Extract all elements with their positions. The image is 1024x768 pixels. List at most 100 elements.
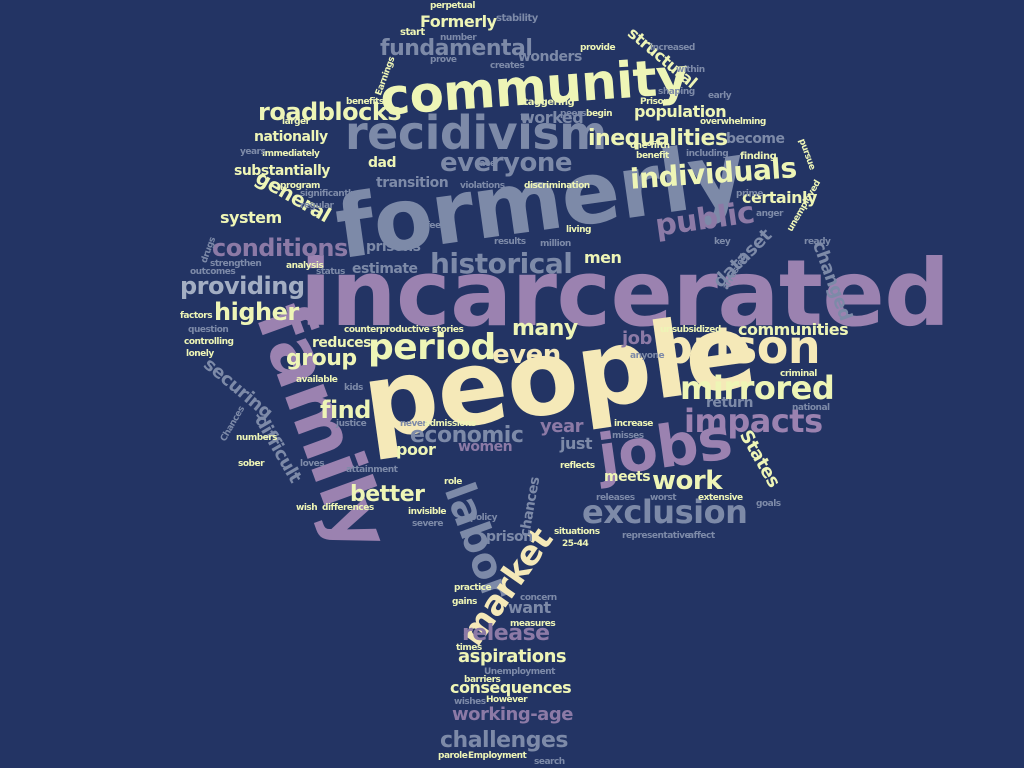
word-face: face bbox=[476, 159, 496, 169]
word-provide: provide bbox=[580, 43, 616, 53]
word-role: role bbox=[444, 477, 462, 487]
word-25-44: 25-44 bbox=[562, 539, 589, 549]
word-discrimination: discrimination bbox=[524, 181, 590, 191]
word-population: population bbox=[634, 102, 727, 121]
word-women: women bbox=[458, 439, 513, 455]
word-anger: anger bbox=[756, 209, 783, 219]
word-certainly: certainly bbox=[742, 188, 817, 207]
word-group: group bbox=[286, 346, 357, 371]
word-violations: violations bbox=[460, 181, 505, 191]
word-differences: differences bbox=[322, 503, 374, 513]
word-immediately: immediately bbox=[262, 149, 320, 159]
word-Prison: Prison bbox=[640, 97, 670, 107]
word-perpetual: perpetual bbox=[430, 1, 475, 11]
word-search: search bbox=[534, 757, 565, 767]
word-start: start bbox=[400, 27, 425, 38]
word-transition: transition bbox=[376, 175, 449, 191]
word-parole: parole bbox=[438, 751, 468, 761]
word-Unemployment: Unemployment bbox=[484, 667, 555, 677]
word-finding: finding bbox=[740, 151, 777, 162]
word-begin: begin bbox=[586, 109, 612, 119]
word-exclusion: exclusion bbox=[582, 493, 748, 531]
word-results: results bbox=[494, 237, 526, 247]
word-counterproductive: counterproductive bbox=[344, 325, 430, 335]
word-number: number bbox=[440, 33, 477, 43]
word-overwhelming: overwhelming bbox=[700, 117, 766, 127]
word-representative: representative bbox=[622, 531, 691, 541]
word-status: status bbox=[316, 267, 345, 277]
word-available: available bbox=[296, 375, 338, 385]
word-wish: wish bbox=[296, 503, 318, 513]
word-factors: factors bbox=[180, 311, 213, 321]
word-higher: higher bbox=[214, 298, 299, 326]
word-historical: historical bbox=[430, 247, 573, 280]
word-prisons: prisons bbox=[366, 239, 421, 255]
word-reflects: reflects bbox=[560, 461, 595, 471]
word-increase: increase bbox=[614, 419, 653, 429]
word-prison-small: prison bbox=[486, 529, 533, 545]
word-substantially: substantially bbox=[234, 163, 330, 179]
word-mirrored: mirrored bbox=[680, 369, 835, 407]
word-benefits: benefits bbox=[346, 97, 384, 107]
word-situations: situations bbox=[554, 527, 600, 537]
word-loves: loves bbox=[300, 459, 325, 469]
word-releases: releases bbox=[596, 493, 635, 503]
word-numbers: numbers bbox=[236, 433, 278, 443]
word-key: key bbox=[714, 237, 731, 247]
word-just: just bbox=[560, 434, 593, 453]
word-release: release bbox=[462, 621, 550, 646]
word-incarcerated: incarcerated bbox=[300, 240, 950, 347]
word-kids: kids bbox=[344, 383, 363, 393]
word-million: million bbox=[540, 239, 571, 249]
word-benefit: benefit bbox=[636, 151, 669, 161]
word-communities: communities bbox=[738, 320, 849, 339]
word-within: within bbox=[676, 65, 705, 75]
word-strengthen: strengthen bbox=[210, 259, 262, 269]
word-misses: misses bbox=[612, 431, 644, 441]
word-staggering: staggering bbox=[518, 97, 575, 108]
word-nationally: nationally bbox=[254, 129, 328, 145]
word-feels: feels bbox=[426, 221, 449, 231]
word-many: many bbox=[512, 316, 578, 341]
word-national: national bbox=[792, 403, 830, 413]
word-one-fifth: one-fifth bbox=[630, 141, 670, 151]
word-dad: dad bbox=[368, 155, 397, 171]
word-larger: larger bbox=[282, 117, 310, 127]
word-prove: prove bbox=[430, 55, 457, 65]
word-system: system bbox=[220, 208, 282, 227]
word-significantly: significantly bbox=[300, 189, 356, 199]
word-sober: sober bbox=[238, 459, 265, 469]
word-reduces: reduces bbox=[312, 335, 372, 351]
word-ready: ready bbox=[804, 237, 831, 247]
word-worst: worst bbox=[650, 493, 677, 503]
word-increased: increased bbox=[650, 43, 695, 53]
word-worked: worked bbox=[520, 108, 584, 127]
word-creates: creates bbox=[490, 61, 525, 71]
word-affect: affect bbox=[688, 531, 715, 541]
word-conditions: conditions bbox=[212, 234, 348, 262]
word-measures: measures bbox=[510, 619, 556, 629]
word-Formerly-small: Formerly bbox=[420, 12, 497, 31]
word-stability: stability bbox=[496, 13, 538, 24]
word-impacts: impacts bbox=[684, 402, 823, 440]
word-outcomes: outcomes bbox=[190, 267, 236, 277]
word-work: work bbox=[652, 466, 723, 496]
word-find: find bbox=[320, 396, 371, 424]
word-working-age: working-age bbox=[452, 704, 573, 725]
word-unsubsidized: unsubsidized bbox=[660, 325, 721, 335]
word-never: never bbox=[400, 419, 427, 429]
word-job: job bbox=[622, 328, 652, 349]
word-providing: providing bbox=[180, 272, 305, 300]
word-program: program bbox=[280, 181, 320, 191]
word-become: become bbox=[726, 131, 785, 147]
word-return: return bbox=[706, 395, 753, 411]
word-practice: practice bbox=[454, 583, 492, 593]
word-analysis: analysis bbox=[286, 261, 324, 271]
word-lonely: lonely bbox=[186, 349, 214, 359]
word-peers: peers bbox=[560, 109, 586, 119]
word-period: period bbox=[368, 327, 496, 368]
word-extensive: extensive bbox=[698, 493, 743, 503]
word-estimate: estimate bbox=[352, 261, 418, 277]
